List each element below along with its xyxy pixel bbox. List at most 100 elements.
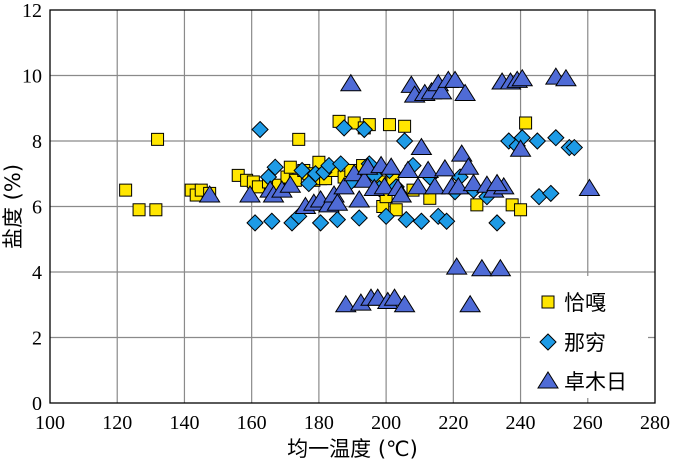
x-tick-label: 140 [169, 412, 199, 434]
data-point-square [470, 198, 484, 212]
data-point-diamond [311, 214, 330, 232]
data-point-diamond [377, 207, 395, 226]
x-tick-label: 280 [640, 412, 670, 434]
y-tick-label: 10 [22, 66, 42, 88]
data-points [119, 67, 601, 313]
data-point-triangle [444, 70, 466, 88]
x-tick-label: 240 [506, 412, 536, 434]
data-point-triangle [434, 158, 456, 177]
data-point-square [119, 183, 133, 197]
data-point-triangle [410, 137, 433, 156]
data-point-triangle [459, 294, 482, 313]
data-point-diamond [500, 132, 518, 150]
data-point-triangle [407, 176, 429, 195]
data-point-diamond [395, 132, 414, 150]
legend-marker-diamond [539, 333, 557, 351]
series-triangle [198, 67, 601, 313]
x-tick-label: 180 [304, 412, 334, 434]
legend-marker-square [541, 295, 555, 309]
x-tick-label: 100 [35, 412, 65, 434]
legend-marker-triangle [537, 371, 559, 389]
data-point-square [283, 160, 297, 174]
data-point-diamond [350, 209, 368, 227]
x-tick-label: 260 [573, 412, 603, 434]
data-point-triangle [397, 160, 419, 178]
data-point-diamond [328, 210, 347, 229]
data-point-square [514, 203, 528, 217]
y-tick-label: 0 [32, 393, 42, 415]
data-point-triangle [353, 170, 376, 188]
data-point-square [389, 203, 403, 217]
data-point-triangle [417, 160, 440, 178]
data-point-triangle [486, 173, 508, 192]
data-point-triangle [489, 258, 512, 277]
plot-frame [49, 9, 656, 404]
x-tick-label: 200 [371, 412, 401, 434]
y-tick-label: 8 [32, 131, 42, 153]
x-tick-label: 220 [438, 412, 468, 434]
data-point-triangle [555, 68, 577, 87]
y-axis-tick-labels: 0 2 4 6 8 10 12 [22, 0, 42, 415]
x-axis-title: 均一温度 (℃) [287, 437, 418, 461]
data-point-diamond [528, 132, 547, 150]
data-point-diamond [246, 214, 264, 232]
x-axis-tick-labels: 100 120 140 160 180 200 220 240 260 280 [35, 412, 670, 434]
data-point-diamond [355, 120, 373, 139]
data-point-triangle [445, 257, 468, 275]
data-point-triangle [339, 73, 362, 92]
data-point-triangle [393, 294, 416, 313]
data-point-triangle [578, 178, 601, 196]
data-point-triangle [430, 81, 453, 100]
data-point-diamond [251, 120, 269, 139]
data-point-diamond [565, 138, 584, 157]
data-point-square [398, 119, 412, 133]
data-point-triangle [457, 157, 480, 175]
data-point-triangle [373, 176, 396, 195]
data-point-triangle [511, 68, 534, 87]
x-tick-label: 160 [237, 412, 267, 434]
data-point-triangle [326, 193, 349, 211]
legend-label: 那穷 [564, 331, 606, 355]
y-tick-label: 12 [22, 0, 42, 22]
data-point-triangle [239, 185, 261, 203]
data-point-square [149, 203, 163, 217]
data-point-diamond [293, 161, 311, 180]
data-point-triangle [423, 176, 446, 195]
data-point-diamond [263, 212, 281, 230]
y-tick-label: 2 [32, 328, 42, 350]
y-tick-label: 6 [32, 197, 42, 219]
data-point-triangle [462, 173, 485, 192]
data-point-triangle [383, 288, 406, 306]
data-point-triangle [471, 258, 493, 277]
data-point-square [519, 116, 533, 130]
data-point-triangle [279, 175, 302, 193]
data-point-diamond [547, 129, 565, 147]
data-point-triangle [390, 185, 413, 203]
data-point-triangle [333, 176, 355, 195]
legend-label: 卓木日 [564, 370, 627, 394]
data-point-diamond [437, 212, 456, 230]
data-point-square [132, 203, 146, 217]
data-point-diamond [266, 158, 284, 176]
data-point-square [382, 118, 396, 132]
data-point-triangle [454, 83, 476, 102]
data-point-diamond [542, 184, 560, 203]
data-point-triangle [380, 157, 403, 175]
y-tick-label: 4 [32, 262, 42, 284]
data-point-triangle [198, 185, 221, 203]
y-axis-title: 盐度 (%) [1, 164, 25, 249]
data-point-triangle [400, 75, 423, 93]
data-point-diamond [332, 155, 350, 173]
data-point-diamond [335, 119, 353, 137]
data-point-triangle [509, 139, 532, 157]
data-point-triangle [450, 144, 473, 162]
data-point-triangle [348, 190, 371, 208]
legend-label: 恰嘎 [564, 291, 606, 315]
data-point-square [151, 132, 165, 146]
data-point-diamond [397, 210, 415, 229]
data-point-square [292, 132, 306, 146]
data-point-diamond [412, 212, 431, 230]
data-point-diamond [488, 214, 506, 232]
